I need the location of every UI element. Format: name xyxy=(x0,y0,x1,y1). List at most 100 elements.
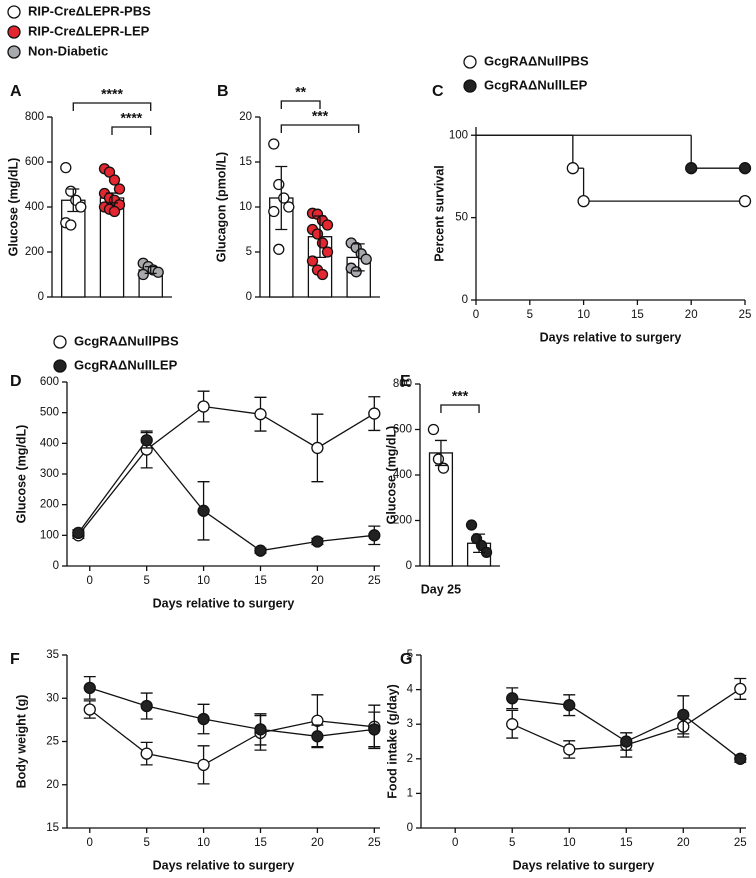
series-marker xyxy=(140,699,153,713)
y-tick-label: 15 xyxy=(46,822,59,834)
error-bar xyxy=(473,533,486,553)
data-point xyxy=(65,185,77,197)
x-tick-label: 20 xyxy=(311,575,324,587)
x-tick-label: 10 xyxy=(563,837,576,849)
data-point xyxy=(273,243,285,255)
survival-marker xyxy=(738,162,752,175)
y-tick-label: 200 xyxy=(393,515,412,527)
y-tick-label: 0 xyxy=(246,291,252,303)
series-line xyxy=(89,708,375,766)
data-point xyxy=(60,161,72,174)
series-marker xyxy=(197,712,210,726)
y-tick-label: 20 xyxy=(239,111,252,123)
x-tick-label: 20 xyxy=(311,837,324,849)
series-marker xyxy=(197,400,210,413)
x-tick-label: 25 xyxy=(368,837,381,849)
data-point xyxy=(283,201,295,213)
data-point xyxy=(465,519,478,531)
y-tick-label: 100 xyxy=(40,529,59,541)
error-bar xyxy=(106,192,118,204)
x-tick-label: 25 xyxy=(368,575,381,587)
error-bar xyxy=(352,243,365,272)
legend-label: GcgRAΔNullLEP xyxy=(74,357,178,372)
x-tick-label: 15 xyxy=(620,837,633,849)
y-tick-label: 300 xyxy=(40,468,59,480)
data-point xyxy=(278,192,290,204)
error-bar xyxy=(67,188,80,213)
legend-marker xyxy=(463,55,477,69)
x-tick-label: 0 xyxy=(452,837,458,849)
y-tick-label: 600 xyxy=(393,424,412,436)
series-marker xyxy=(83,703,96,716)
y-axis-label: Percent survival xyxy=(432,165,446,262)
legend-marker xyxy=(463,79,477,93)
x-axis-label: Days relative to surgery xyxy=(540,330,682,344)
y-tick-label: 600 xyxy=(40,376,59,388)
data-point xyxy=(108,174,121,186)
data-point xyxy=(268,205,280,218)
panel-label: B xyxy=(217,83,229,100)
x-tick-label: 5 xyxy=(509,837,515,849)
x-tick-label: 5 xyxy=(143,575,149,587)
series-line xyxy=(89,687,375,737)
series-marker xyxy=(254,723,267,736)
data-point xyxy=(268,138,280,150)
error-bar xyxy=(434,439,447,467)
y-tick-label: 100 xyxy=(449,129,468,141)
x-tick-label: 10 xyxy=(197,575,210,587)
data-point xyxy=(321,246,334,258)
y-tick-label: 800 xyxy=(25,111,44,123)
y-tick-label: 50 xyxy=(455,212,468,224)
series-marker xyxy=(563,699,576,712)
y-tick-label: 400 xyxy=(393,469,412,481)
y-tick-label: 200 xyxy=(40,499,59,511)
legend-marker xyxy=(7,25,21,39)
y-tick-label: 15 xyxy=(239,156,252,168)
y-tick-label: 0 xyxy=(406,560,412,572)
significance-bracket xyxy=(280,100,321,109)
y-tick-label: 400 xyxy=(25,201,44,213)
significance-bracket xyxy=(72,102,152,111)
y-tick-label: 2 xyxy=(407,753,413,765)
y-tick-label: 5 xyxy=(407,649,413,661)
y-tick-label: 0 xyxy=(407,822,413,834)
y-axis-label: Glucose (mg/dL) xyxy=(384,426,398,525)
x-tick-label: 20 xyxy=(685,309,698,321)
significance-label: *** xyxy=(452,388,469,404)
significance-bracket xyxy=(280,124,360,133)
series-marker xyxy=(311,535,324,548)
series-marker xyxy=(677,708,690,722)
series-marker xyxy=(506,692,519,705)
series-marker xyxy=(311,730,324,743)
data-point xyxy=(316,237,329,249)
survival-marker xyxy=(738,194,752,208)
data-point xyxy=(432,453,445,465)
panel-label: A xyxy=(10,83,22,100)
data-point xyxy=(108,205,121,218)
data-point xyxy=(437,462,450,474)
x-tick-label: 0 xyxy=(87,575,93,587)
y-axis-label: Glucagon (pmol/L) xyxy=(214,152,228,262)
panel-label: C xyxy=(432,83,444,100)
x-tick-label: 15 xyxy=(631,309,644,321)
x-tick-label: 0 xyxy=(473,309,479,321)
series-line xyxy=(77,439,375,552)
significance-label: **** xyxy=(120,110,142,126)
x-tick-label: 15 xyxy=(254,575,267,587)
y-tick-label: 0 xyxy=(462,294,468,306)
data-point xyxy=(311,228,324,240)
y-tick-label: 200 xyxy=(25,246,44,258)
data-point xyxy=(65,219,77,231)
series-marker xyxy=(734,752,747,765)
series-marker xyxy=(368,723,381,736)
y-axis-label: Food intake (g/day) xyxy=(385,684,399,799)
error-bar xyxy=(314,215,326,259)
legend-marker xyxy=(7,45,21,59)
y-tick-label: 10 xyxy=(239,201,252,213)
significance-bracket xyxy=(440,404,480,413)
panel-label: G xyxy=(400,651,412,668)
y-tick-label: 3 xyxy=(407,718,413,730)
x-tick-label: 10 xyxy=(577,309,590,321)
y-tick-label: 0 xyxy=(53,560,59,572)
x-axis-label: Day 25 xyxy=(421,582,461,596)
